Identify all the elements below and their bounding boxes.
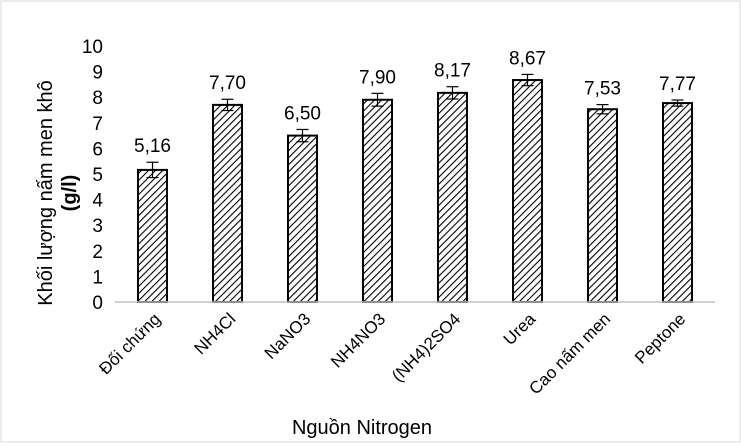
bar — [363, 100, 392, 302]
data-label: 7,90 — [359, 67, 396, 88]
y-tick-label: 2 — [92, 242, 103, 263]
y-tick-label: 0 — [92, 293, 103, 314]
y-tick-label: 7 — [92, 114, 103, 135]
y-tick-label: 4 — [92, 191, 103, 212]
y-tick-label: 5 — [92, 165, 103, 186]
bar — [288, 136, 317, 302]
bar — [588, 109, 617, 302]
data-label: 8,17 — [434, 61, 471, 82]
data-label: 8,67 — [509, 48, 546, 69]
x-axis-title: Nguồn Nitrogen — [292, 417, 432, 439]
y-tick-label: 9 — [92, 63, 103, 84]
data-label: 5,16 — [134, 136, 171, 157]
bar — [138, 170, 167, 302]
y-axis-title-line2: (g/l) — [59, 175, 81, 212]
bar — [663, 103, 692, 302]
data-label: 6,50 — [284, 103, 321, 124]
y-tick-label: 1 — [92, 267, 103, 288]
data-label: 7,70 — [209, 73, 246, 94]
y-axis-title-line1: Khối lượng nấm men khô — [35, 80, 57, 306]
y-tick-label: 6 — [92, 139, 103, 160]
y-tick-label: 8 — [92, 88, 103, 109]
y-tick-label: 10 — [82, 37, 103, 58]
data-label: 7,77 — [659, 74, 696, 95]
bar — [513, 80, 542, 302]
y-tick-label: 3 — [92, 216, 103, 237]
data-label: 7,53 — [584, 79, 621, 100]
bar — [438, 93, 467, 302]
bar — [213, 105, 242, 302]
